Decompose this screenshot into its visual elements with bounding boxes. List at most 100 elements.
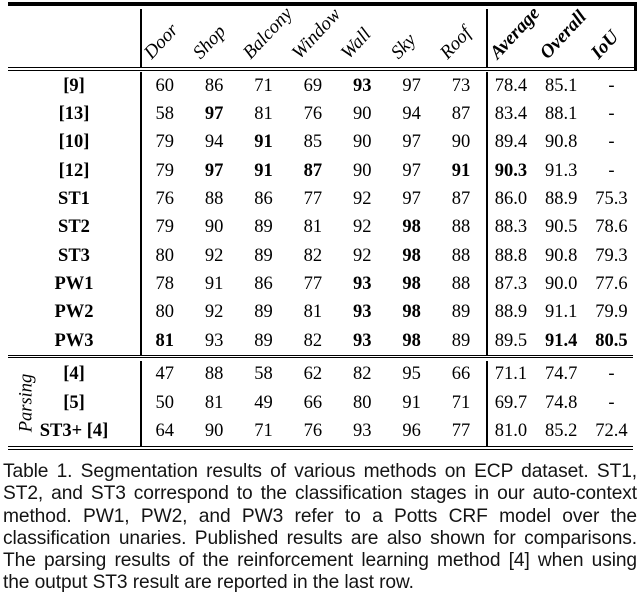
vertical-rule-labels-sec1 [140,72,142,355]
table-cell: 93 [353,273,372,294]
table-cell: 88 [451,273,471,294]
table-cell: 97 [204,160,224,181]
column-header-sky: Sky [386,29,420,64]
table-cell: 90.0 [544,273,578,294]
table-cell: 88.9 [544,189,578,210]
table-cell: 91 [254,160,273,181]
table-cell: 88 [204,189,224,210]
table-cell: 94 [204,132,224,153]
table-cell: 93 [353,421,372,442]
table-cell: 62 [303,364,323,385]
table-cell: 66 [303,392,323,413]
table-cell: 90.3 [494,160,528,181]
table-cell: 58 [155,104,174,125]
table-cell: 89.4 [494,132,528,153]
table-cell: 82 [303,245,323,266]
table-cell: 88 [204,364,224,385]
table-cell: 95 [402,364,421,385]
table-cell: 88.1 [544,104,578,125]
table-cell: 74.8 [544,392,578,413]
table-cell: 85.2 [544,421,578,442]
table-cell: 97 [204,104,224,125]
table-cell: 85.1 [544,75,578,96]
table-cell: 78.4 [494,75,528,96]
caption-line: method. PW1, PW2, and PW3 refer to a Pot… [3,505,637,527]
column-header-roof: Roof [436,22,476,64]
table-cell: 87 [451,189,471,210]
table-cell: 87.3 [494,273,528,294]
column-header-window: Window [287,4,345,64]
table-cell: 79 [155,132,174,153]
table-top-rule [8,2,637,6]
table-cell: 92 [353,189,372,210]
table-cell: 79 [155,160,174,181]
row-label: PW1 [54,273,94,294]
table-cell: - [608,160,615,181]
table-cell: 66 [451,364,471,385]
table-cell: 98 [402,245,421,266]
table-cell: 80 [353,392,372,413]
row-label: [13] [58,104,90,125]
table-cell: 90.8 [544,132,578,153]
table-cell: 89 [254,330,273,351]
table-cell: 96 [402,421,421,442]
table-section-methods: [9] 60 86 71 69 93 97 73 78.4 85.1 - [13] 58 97 81 76 90… [8,72,637,355]
row-label: [5] [63,392,85,413]
table-cell: 90 [204,217,224,238]
table-cell: 72.4 [595,421,628,442]
table-cell: 85 [303,132,323,153]
table-cell: 89 [451,330,471,351]
column-header-shop: Shop [189,21,231,64]
table-cell: 80 [155,245,174,266]
table-cell: 81 [303,302,323,323]
column-header-balcony: Balcony [238,3,297,64]
table-cell: 90 [353,160,372,181]
table-cell: 90.5 [544,217,578,238]
table-cell: - [608,132,615,153]
column-header-iou: IoU [586,26,623,64]
table-cell: 77.6 [595,273,628,294]
table-cell: 87 [303,160,323,181]
row-label: ST3 [58,245,90,266]
table-cell: - [608,392,615,413]
table-cell: 88 [451,245,471,266]
table-cell: 89 [254,217,273,238]
column-header-wall: Wall [337,24,376,64]
row-label: ST2 [58,217,90,238]
row-label: [12] [58,160,90,181]
table-cell: 77 [303,189,323,210]
table-cell: 90 [353,104,372,125]
table-cell: 93 [353,302,372,323]
table-cell: 74.7 [544,364,578,385]
caption-line: classification unaries. Published result… [3,527,637,549]
caption-line: Table 1. Segmentation results of various… [3,461,637,482]
table-cell: 47 [155,364,174,385]
row-label: PW3 [54,330,94,351]
table-cell: 87 [451,104,471,125]
table-cell: 93 [204,330,224,351]
vertical-rule-summary-sec2 [486,361,488,446]
table-cell: 91 [451,160,471,181]
table-cell: 91 [254,132,273,153]
table-cell: 86 [204,75,224,96]
row-label: PW2 [54,302,94,323]
table-cell: 90 [451,132,471,153]
table-cell: 71 [451,392,471,413]
table-cell: 88.8 [494,245,528,266]
table-cell: 92 [353,245,372,266]
table-cell: 75.3 [595,189,628,210]
row-label: [9] [63,75,85,96]
table-cell: 80 [155,302,174,323]
table-cell: 97 [402,75,421,96]
table-cell: 76 [155,189,174,210]
table-cell: 86 [254,189,273,210]
table-cell: 91 [402,392,421,413]
table-cell: 93 [353,75,372,96]
table-cell: 81 [204,392,224,413]
table-cell: 78 [155,273,174,294]
table-cell: 71 [254,75,273,96]
table-cell: 50 [155,392,174,413]
table-cell: 60 [155,75,174,96]
table-cell: 73 [451,75,471,96]
table-cell: 80.5 [595,330,628,351]
